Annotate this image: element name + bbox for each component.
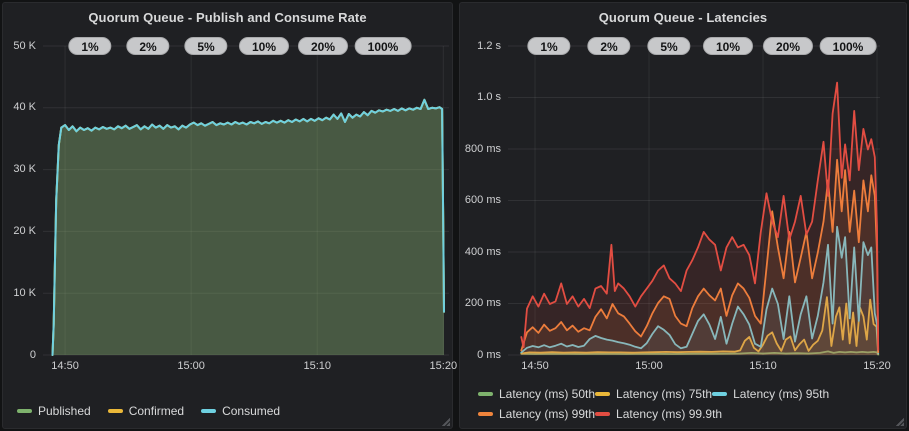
x-axis-tick-label: 15:10 (303, 360, 331, 372)
y-axis-tick-label: 10 K (13, 286, 36, 299)
series-area-latency-ms-99-9th (521, 82, 879, 355)
series-area-latency-ms-99th (521, 159, 879, 355)
panel-publish-consume-rate: Quorum Queue - Publish and Consume Rate … (2, 2, 457, 429)
legend-series-label: Published (38, 404, 91, 418)
legend-series-dash-icon (478, 392, 493, 396)
legend-series-label: Latency (ms) 99th (499, 407, 596, 421)
annotation-pill[interactable]: 5% (184, 37, 228, 55)
legend-item[interactable]: Latency (ms) 99th (478, 404, 595, 424)
series-line-latency-ms-95th (520, 225, 880, 355)
legend-series-label: Latency (ms) 95th (733, 387, 830, 401)
annotation-pill[interactable]: 100% (354, 37, 412, 55)
legend-item[interactable]: Confirmed (107, 401, 185, 421)
annotation-pill[interactable]: 10% (702, 37, 754, 55)
y-axis-tick-label: 30 K (13, 163, 36, 176)
annotation-pill[interactable]: 2% (126, 37, 170, 55)
x-axis-tick-label: 15:20 (863, 360, 891, 372)
legend-series-label: Latency (ms) 75th (616, 387, 713, 401)
x-axis-tick-label: 15:00 (635, 360, 663, 372)
legend-series-label: Consumed (222, 404, 281, 418)
y-axis-tick-label: 1.2 s (477, 39, 501, 52)
legend-item[interactable]: Latency (ms) 50th (478, 384, 595, 404)
y-axis-tick-label: 800 ms (464, 142, 501, 155)
annotation-pill[interactable]: 10% (238, 37, 290, 55)
chart-canvas[interactable] (3, 3, 452, 428)
annotation-pill[interactable]: 20% (297, 37, 349, 55)
series-area-latency-ms-75th (521, 297, 879, 355)
annotation-pill[interactable]: 2% (587, 37, 631, 55)
panel-latencies: Quorum Queue - Latencies 0 ms 200 ms 400 m… (459, 2, 907, 429)
legend: Latency (ms) 50th Latency (ms) 75th Latenc… (478, 384, 848, 424)
series-area-confirmed (52, 99, 444, 355)
panel-title[interactable]: Quorum Queue - Latencies (598, 10, 768, 25)
legend-series-dash-icon (107, 409, 123, 413)
x-axis-tick-label: 15:20 (429, 360, 458, 372)
panel-resize-handle[interactable] (895, 417, 904, 426)
legend: Published Confirmed Consumed (17, 401, 437, 421)
y-axis-tick-label: 0 ms (477, 348, 501, 361)
legend-series-label: Latency (ms) 50th (499, 387, 596, 401)
annotation-pill[interactable]: 20% (762, 37, 814, 55)
legend-series-dash-icon (712, 392, 728, 396)
y-axis-tick-label: 600 ms (464, 194, 501, 206)
legend-item[interactable]: Published (17, 401, 91, 421)
series-area-latency-ms-95th (521, 226, 879, 355)
y-axis-tick-label: 20 K (13, 224, 36, 237)
legend-series-label: Confirmed (128, 404, 185, 418)
series-line-latency-ms-99-9th (520, 81, 880, 351)
legend-series-label: Latency (ms) 99.9th (616, 407, 723, 421)
legend-series-dash-icon (595, 392, 611, 396)
series-line-latency-ms-50th (520, 350, 880, 356)
y-axis-tick-label: 400 ms (464, 245, 501, 258)
series-line-latency-ms-99th (520, 158, 880, 354)
y-axis-tick-label: 40 K (13, 101, 36, 114)
legend-item[interactable]: Latency (ms) 75th (595, 384, 712, 404)
x-axis-tick-label: 14:50 (521, 360, 549, 372)
legend-series-dash-icon (478, 412, 493, 416)
legend-series-dash-icon (201, 409, 217, 413)
y-axis-tick-label: 50 K (13, 39, 36, 52)
x-axis-tick-label: 14:50 (51, 360, 79, 372)
legend-series-dash-icon (17, 409, 32, 413)
y-axis-tick-label: 1.0 s (477, 91, 501, 103)
series-line-latency-ms-75th (520, 296, 880, 355)
series-area-consumed (52, 99, 444, 355)
legend-item[interactable]: Consumed (201, 401, 280, 421)
annotation-pill[interactable]: 1% (527, 37, 571, 55)
annotation-pill[interactable]: 100% (819, 37, 877, 55)
x-axis-tick-label: 15:10 (749, 360, 777, 372)
series-area-published (52, 99, 444, 355)
series-line-consumed (51, 98, 445, 356)
legend-item[interactable]: Latency (ms) 95th (712, 384, 829, 404)
y-axis-tick-label: 0 (29, 348, 36, 361)
x-axis-tick-label: 15:00 (177, 360, 205, 372)
annotation-pill[interactable]: 5% (647, 37, 691, 55)
annotation-pill[interactable]: 1% (68, 37, 112, 55)
legend-item[interactable]: Latency (ms) 99.9th (595, 404, 722, 424)
y-axis-tick-label: 200 ms (464, 297, 501, 309)
legend-series-dash-icon (595, 412, 611, 416)
panel-resize-handle[interactable] (441, 417, 450, 426)
chart-canvas[interactable] (460, 3, 906, 428)
panel-title[interactable]: Quorum Queue - Publish and Consume Rate (88, 10, 367, 25)
